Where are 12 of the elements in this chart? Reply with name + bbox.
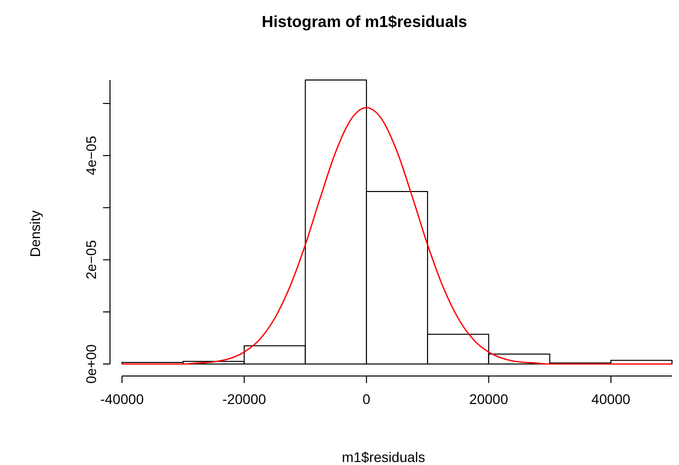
y-tick-label: 0e+00 [83, 344, 99, 384]
x-axis-title: m1$residuals [342, 449, 426, 465]
chart-title: Histogram of m1$residuals [262, 14, 468, 31]
x-tick-label: 40000 [591, 391, 631, 407]
x-tick-label: 0 [362, 391, 371, 407]
y-tick-label: 2e−05 [83, 240, 99, 280]
line-series [121, 106, 673, 365]
x-tick-label: -20000 [222, 391, 266, 407]
y-axis-title: Density [27, 210, 43, 258]
y-tick-label: 4e−05 [83, 136, 99, 176]
x-tick-label: -40000 [100, 391, 144, 407]
x-tick-label: 20000 [469, 391, 508, 407]
